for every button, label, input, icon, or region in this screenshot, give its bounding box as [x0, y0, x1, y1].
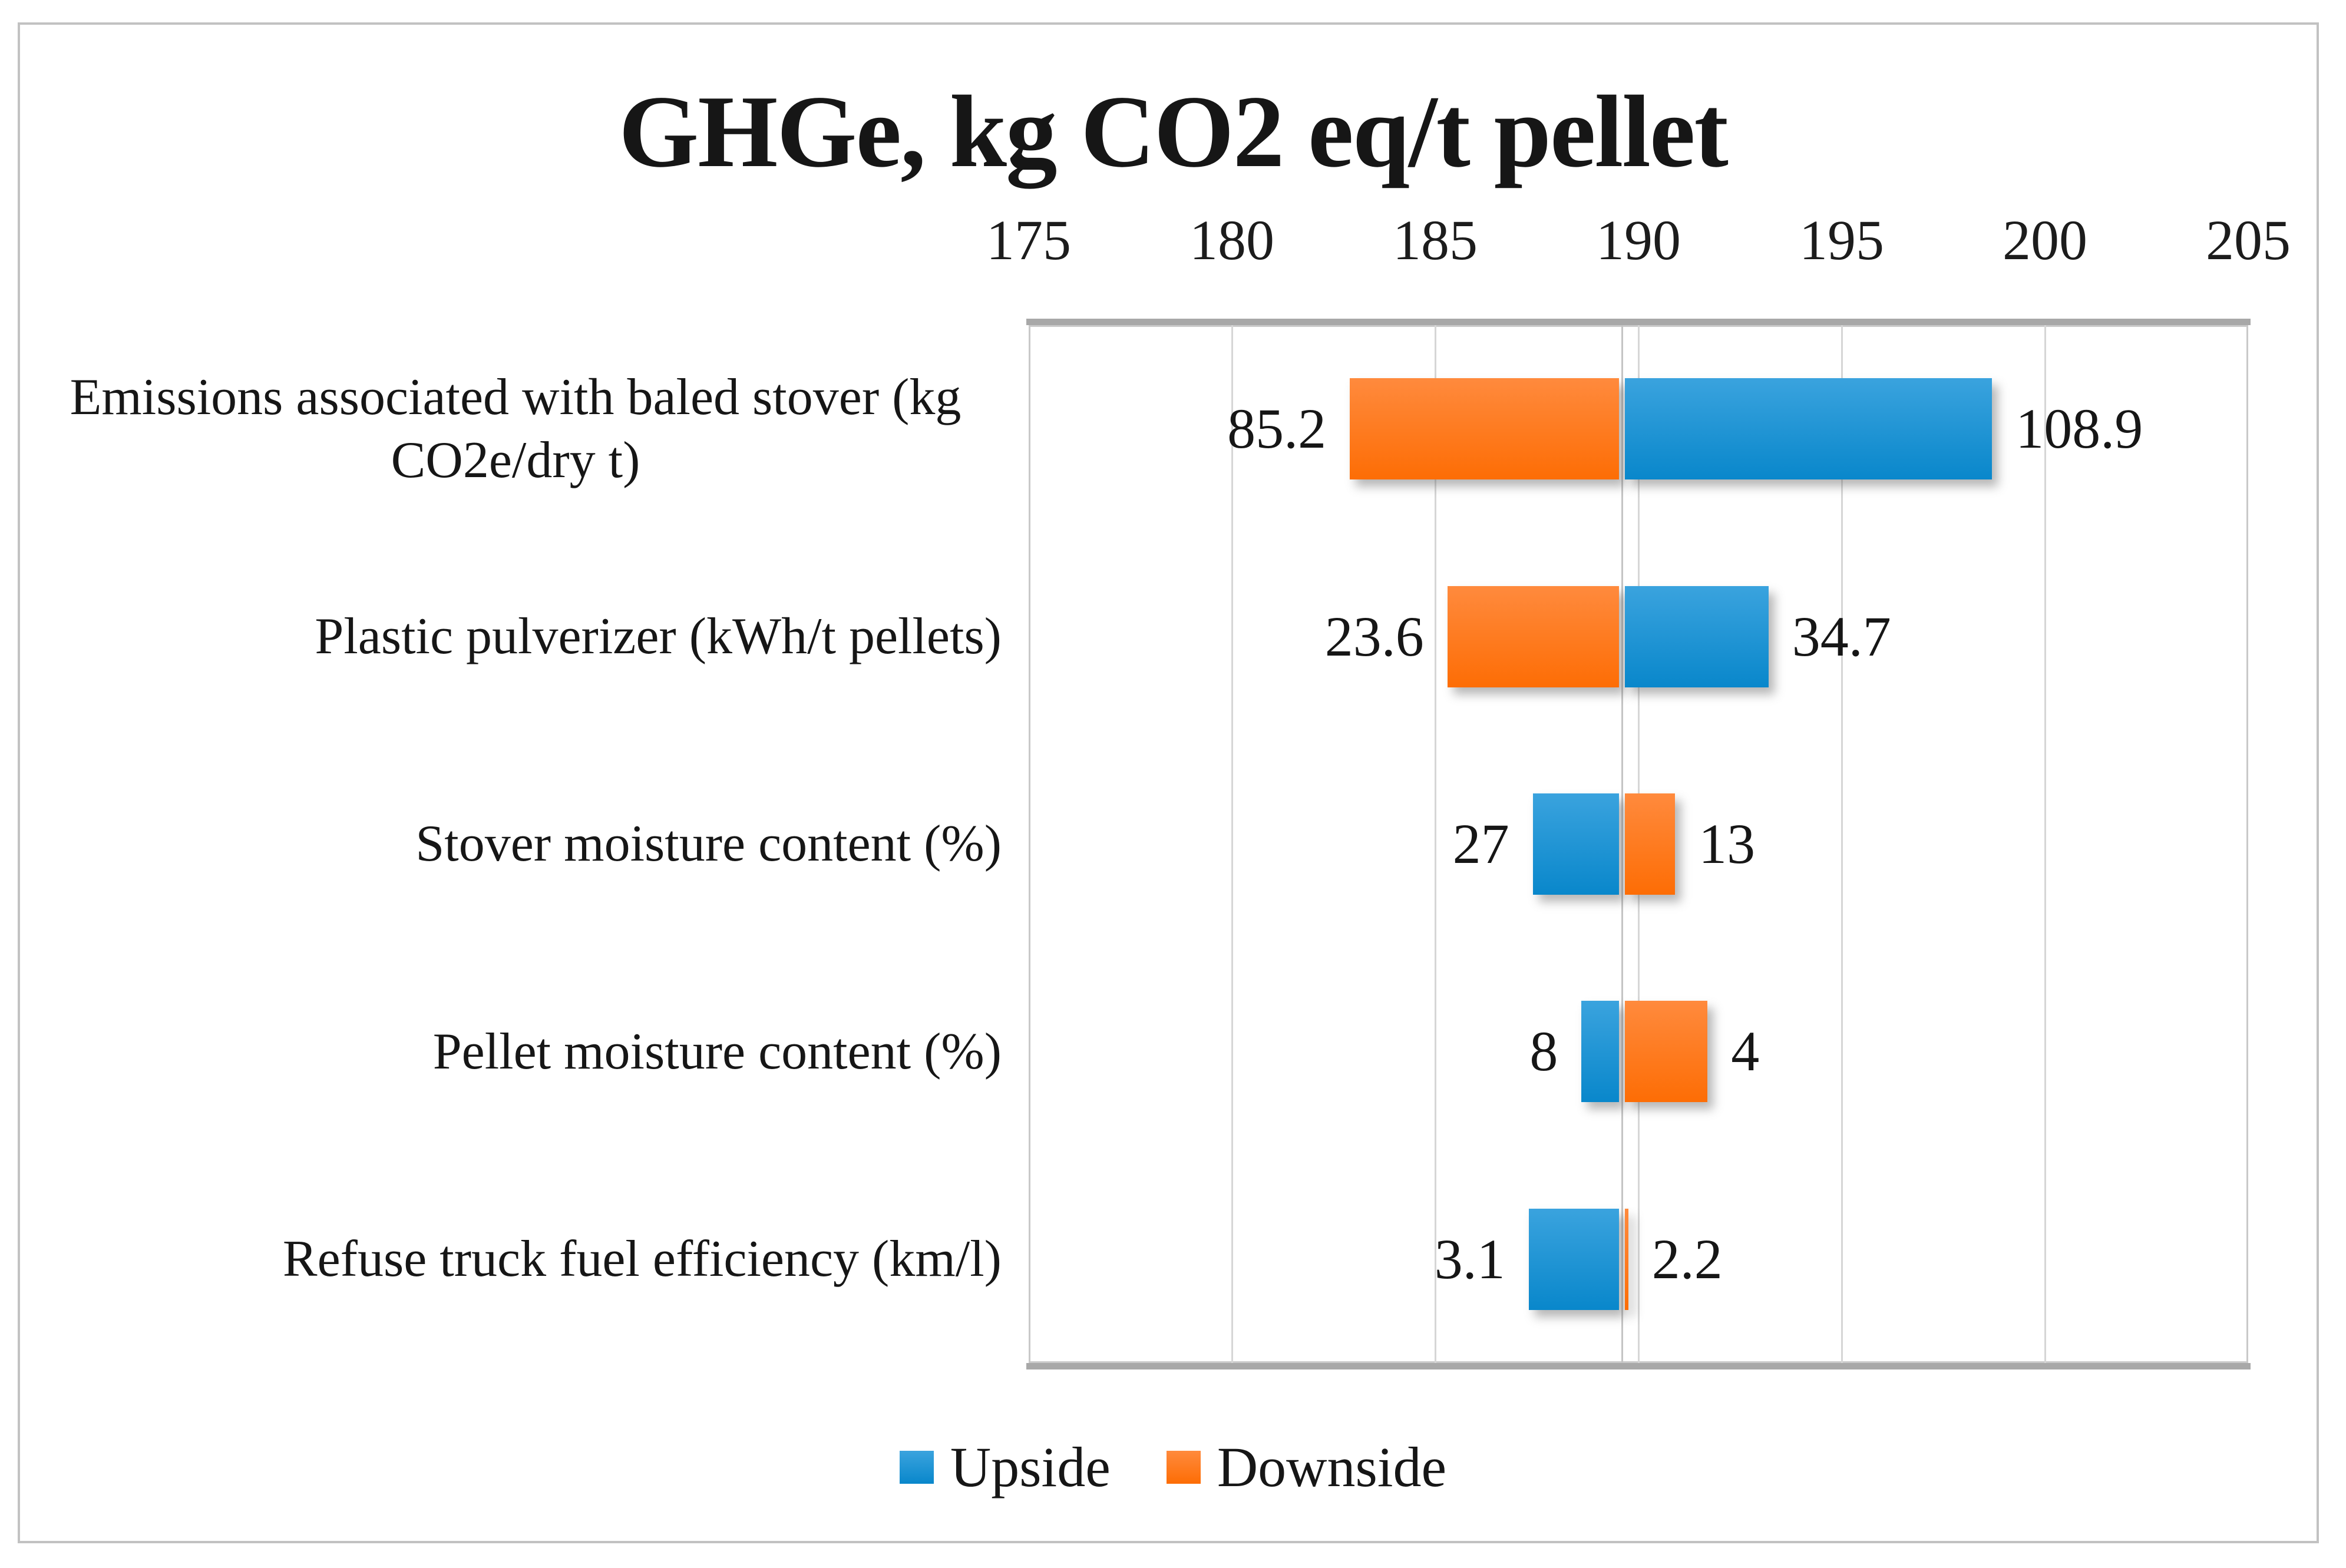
category-label: Stover moisture content (%) — [415, 815, 1002, 873]
axis-tick-label: 205 — [2206, 209, 2291, 272]
chart-title: GHGe, kg CO2 eq/t pellet — [619, 74, 1729, 188]
downside-bar — [1447, 585, 1620, 687]
value-axis-line-top — [1026, 319, 2251, 325]
gridline — [1231, 325, 1233, 1363]
legend-label-upside: Upside — [950, 1435, 1111, 1498]
legend-item-upside: Upside — [899, 1430, 1111, 1504]
legend-label-downside: Downside — [1217, 1435, 1447, 1498]
category-label: Refuse truck fuel efficiency (km/l) — [282, 1230, 1002, 1288]
upside-bar — [1625, 585, 1769, 687]
value-axis-line-bottom — [1026, 1363, 2251, 1369]
upside-bar — [1532, 793, 1620, 895]
downside-swatch-icon — [1166, 1450, 1201, 1484]
upside-bar — [1625, 378, 1993, 480]
value-label: 27 — [1452, 812, 1509, 875]
category-label: Pellet moisture content (%) — [432, 1023, 1002, 1080]
downside-bar — [1350, 378, 1620, 480]
upside-bar — [1528, 1208, 1620, 1310]
downside-bar — [1625, 1001, 1708, 1103]
value-label: 13 — [1699, 812, 1756, 875]
legend-item-downside: Downside — [1166, 1430, 1447, 1504]
value-label: 2.2 — [1651, 1227, 1723, 1291]
gridline — [1841, 325, 1843, 1363]
gridline — [2044, 325, 2046, 1363]
value-label: 3.1 — [1434, 1227, 1505, 1291]
category-label: Emissions associated with baled stover (… — [70, 368, 961, 489]
value-label: 23.6 — [1324, 604, 1424, 668]
value-label: 108.9 — [2015, 397, 2143, 461]
category-axis-line — [1621, 325, 1623, 1363]
upside-swatch-icon — [899, 1450, 934, 1484]
gridline — [1434, 325, 1436, 1363]
axis-tick-label: 185 — [1393, 209, 1478, 272]
downside-bar — [1625, 793, 1676, 895]
downside-bar — [1625, 1208, 1628, 1310]
value-label: 85.2 — [1227, 397, 1327, 461]
axis-tick-label: 180 — [1189, 209, 1274, 272]
axis-tick-label: 190 — [1596, 209, 1681, 272]
axis-tick-label: 195 — [1799, 209, 1884, 272]
category-label: Plastic pulverizer (kWh/t pellets) — [315, 607, 1002, 665]
axis-tick-label: 175 — [986, 209, 1071, 272]
legend: Upside Downside — [0, 1430, 2346, 1504]
upside-bar — [1581, 1001, 1620, 1103]
value-label: 8 — [1529, 1020, 1558, 1083]
axis-tick-label: 200 — [2003, 209, 2087, 272]
value-label: 34.7 — [1792, 604, 1891, 668]
value-label: 4 — [1731, 1020, 1760, 1083]
